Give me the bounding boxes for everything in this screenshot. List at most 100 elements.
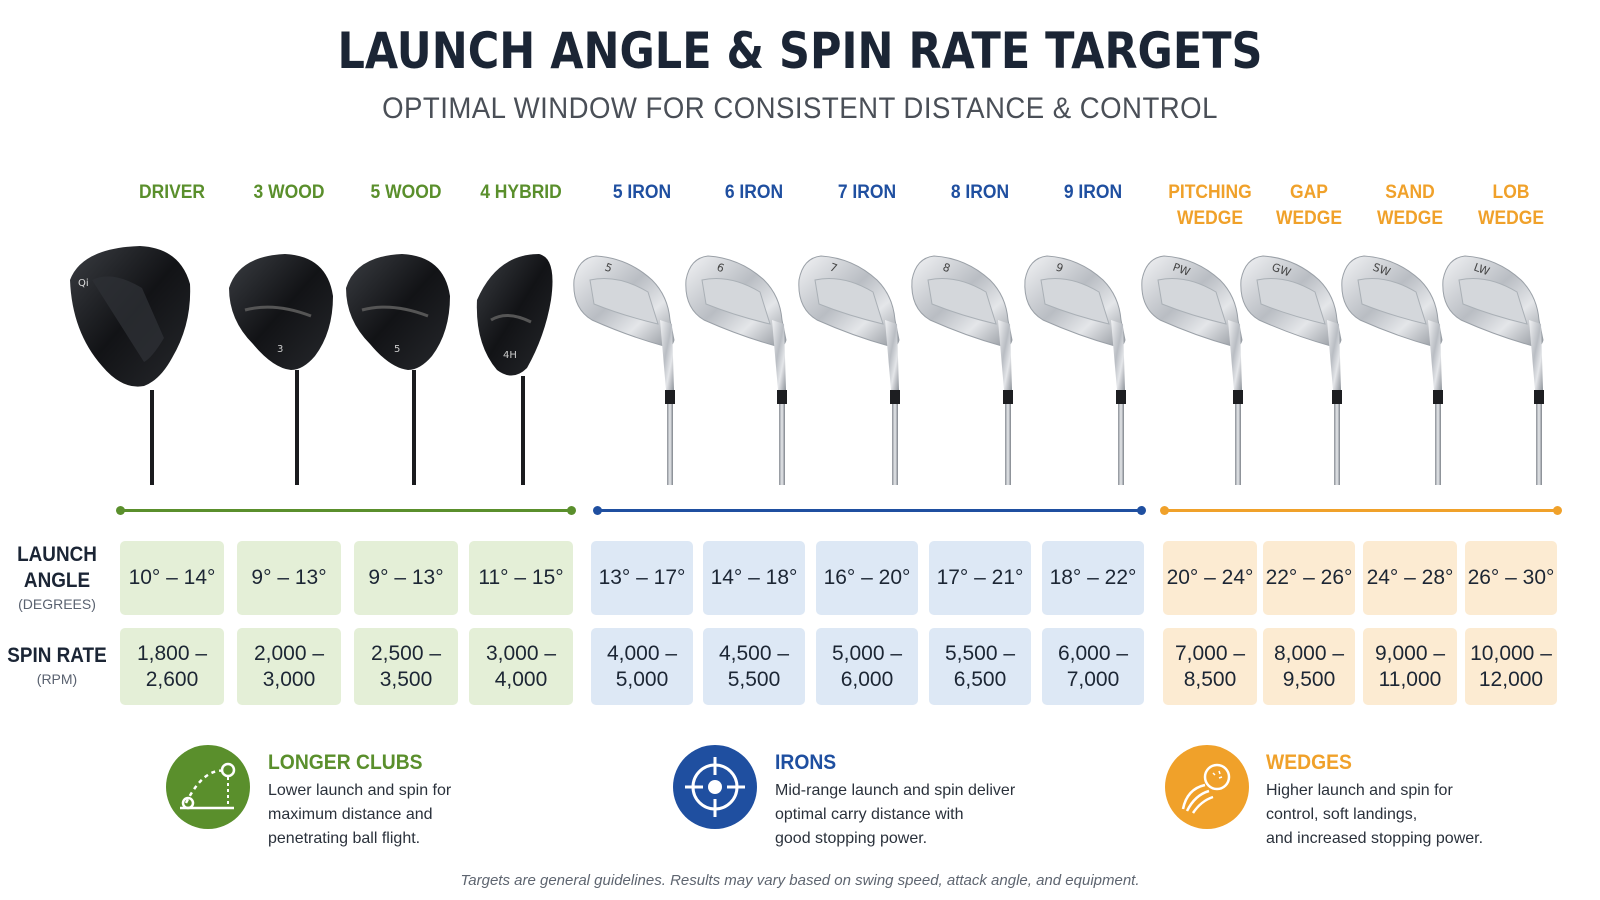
info-title-longer-clubs: LONGER CLUBS — [268, 751, 423, 774]
club-name-line: PITCHING — [1168, 182, 1252, 203]
spin-rate-low: 2,500 – — [370, 641, 442, 665]
spin-rate-high: 12,000 — [1478, 667, 1544, 691]
spin-rate-cell: 9,000 –11,000 — [1363, 628, 1457, 705]
club-name-line: WEDGE — [1376, 208, 1444, 229]
club-name-line: LOB — [1492, 182, 1530, 203]
spin-rate-high: 5,000 — [615, 667, 669, 691]
spin-rate-high: 4,000 — [494, 667, 548, 691]
launch-angle-cell: 9° – 13° — [354, 541, 458, 615]
spin-rate-low: 2,000 – — [253, 641, 325, 665]
svg-text:7: 7 — [828, 261, 839, 276]
spin-rate-low: 1,800 – — [136, 641, 208, 665]
club-name-line: 4 HYBRID — [480, 182, 562, 203]
launch-angle-cell: 16° – 20° — [816, 541, 918, 615]
spin-rate-cell: 2,500 –3,500 — [354, 628, 458, 705]
club-name-line: 9 IRON — [1063, 182, 1123, 203]
svg-text:SW: SW — [1371, 261, 1392, 279]
page-title: LAUNCH ANGLE & SPIN RATE TARGETS — [337, 22, 1263, 80]
launch-label-line-2: ANGLE — [23, 569, 91, 592]
club-head-wood-icon: 5 — [332, 240, 472, 485]
info-line: control, soft landings, — [1266, 806, 1418, 823]
club-name-line: 5 IRON — [612, 182, 672, 203]
club-head-hybrid-icon: 4H — [447, 240, 587, 485]
spin-rate-cell: 8,000 –9,500 — [1263, 628, 1355, 705]
club-head-iron-icon: 8 — [906, 240, 1046, 485]
spin-rate-cell: 5,500 –6,500 — [929, 628, 1031, 705]
spin-rate-high: 6,500 — [953, 667, 1007, 691]
club-name-4: 5 IRON — [582, 180, 702, 206]
launch-label-line-1: LAUNCH — [17, 543, 97, 566]
club-head-iron-icon: 9 — [1019, 240, 1159, 485]
club-head-iron-icon: 5 — [568, 240, 708, 485]
spin-label: SPIN RATE — [7, 644, 107, 667]
spin-rate-low: 5,000 – — [831, 641, 903, 665]
launch-angle-cell: 22° – 26° — [1263, 541, 1355, 615]
spin-rate-high: 3,000 — [262, 667, 316, 691]
club-name-12: LOB WEDGE — [1451, 180, 1571, 232]
club-head-wedge-icon: GW — [1235, 240, 1375, 485]
club-head-wedge-icon: SW — [1336, 240, 1476, 485]
info-text-wedges: Higher launch and spin for control, soft… — [1266, 779, 1566, 851]
club-name-8: 9 IRON — [1033, 180, 1153, 206]
info-title-irons: IRONS — [775, 751, 837, 774]
svg-text:Qi: Qi — [78, 278, 89, 289]
launch-angle-cell: 9° – 13° — [237, 541, 341, 615]
club-name-6: 7 IRON — [807, 180, 927, 206]
spin-rate-low: 4,500 – — [718, 641, 790, 665]
info-text-longer-clubs: Lower launch and spin for maximum distan… — [268, 779, 568, 851]
launch-angle-row-label: LAUNCH ANGLE (DEGREES) — [0, 542, 114, 612]
spin-rate-cell: 3,000 –4,000 — [469, 628, 573, 705]
svg-text:LW: LW — [1472, 261, 1492, 279]
svg-text:4H: 4H — [503, 350, 517, 361]
club-head-wedge-icon: LW — [1437, 240, 1577, 485]
svg-text:3: 3 — [277, 344, 283, 355]
trajectory-icon — [166, 745, 250, 829]
club-name-line: 7 IRON — [837, 182, 897, 203]
club-name-1: 3 WOOD — [229, 180, 349, 206]
club-head-iron-icon: 7 — [793, 240, 933, 485]
info-line: penetrating ball flight. — [268, 830, 421, 847]
info-line: Lower launch and spin for — [268, 782, 452, 799]
spinning-ball-icon — [1165, 745, 1249, 829]
launch-angle-cell: 13° – 17° — [591, 541, 693, 615]
spin-rate-row-label: SPIN RATE (RPM) — [0, 643, 114, 687]
club-name-line: WEDGE — [1275, 208, 1343, 229]
group-line-green — [116, 506, 576, 515]
club-name-11: SAND WEDGE — [1350, 180, 1470, 232]
target-crosshair-icon — [673, 745, 757, 829]
launch-angle-cell: 14° – 18° — [703, 541, 805, 615]
club-name-line: GAP — [1290, 182, 1328, 203]
spin-rate-cell: 7,000 –8,500 — [1163, 628, 1257, 705]
club-name-line: WEDGE — [1477, 208, 1545, 229]
svg-text:GW: GW — [1270, 261, 1293, 280]
spin-rate-high: 2,600 — [145, 667, 199, 691]
spin-rate-high: 11,000 — [1378, 667, 1442, 691]
spin-rate-cell: 10,000 –12,000 — [1465, 628, 1557, 705]
info-line: Mid-range launch and spin deliver — [775, 782, 1016, 799]
club-head-wedge-icon: PW — [1136, 240, 1276, 485]
club-head-driver-icon: Qi — [52, 240, 192, 485]
info-title-wedges: WEDGES — [1266, 751, 1352, 774]
club-name-line: WEDGE — [1176, 208, 1244, 229]
page-subtitle: OPTIMAL WINDOW FOR CONSISTENT DISTANCE &… — [382, 92, 1218, 125]
launch-angle-cell: 20° – 24° — [1163, 541, 1257, 615]
spin-rate-cell: 4,500 –5,500 — [703, 628, 805, 705]
info-line: maximum distance and — [268, 806, 433, 823]
spin-rate-high: 7,000 — [1066, 667, 1120, 691]
club-name-3: 4 HYBRID — [461, 180, 581, 206]
spin-rate-low: 8,000 – — [1273, 641, 1345, 665]
spin-rate-low: 5,500 – — [944, 641, 1016, 665]
spin-rate-cell: 2,000 –3,000 — [237, 628, 341, 705]
launch-angle-cell: 10° – 14° — [120, 541, 224, 615]
club-name-line: 3 WOOD — [253, 182, 325, 203]
info-text-irons: Mid-range launch and spin deliver optima… — [775, 779, 1075, 851]
launch-angle-cell: 18° – 22° — [1042, 541, 1144, 615]
club-head-wood-icon: 3 — [215, 240, 355, 485]
spin-rate-low: 6,000 – — [1057, 641, 1129, 665]
footnote: Targets are general guidelines. Results … — [460, 872, 1140, 889]
info-line: and increased stopping power. — [1266, 830, 1484, 847]
spin-rate-low: 7,000 – — [1174, 641, 1246, 665]
launch-angle-cell: 24° – 28° — [1363, 541, 1457, 615]
launch-angle-cell: 17° – 21° — [929, 541, 1031, 615]
club-name-line: 5 WOOD — [370, 182, 442, 203]
